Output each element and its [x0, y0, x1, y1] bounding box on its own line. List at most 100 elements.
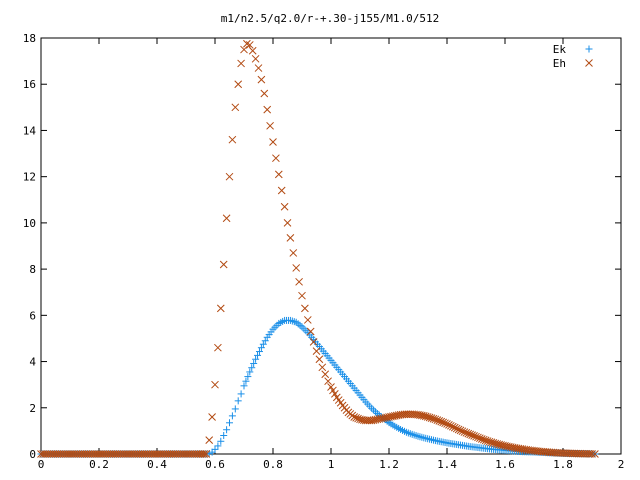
data-point-eh-d2 — [418, 411, 426, 420]
x-tick-label: 1.4 — [437, 458, 457, 471]
data-point-eh — [292, 264, 301, 272]
data-point-eh-d2 — [466, 430, 475, 439]
data-point-ek — [246, 368, 254, 376]
data-point-eh-d2 — [269, 138, 277, 146]
data-point-eh — [237, 59, 245, 68]
data-point-eh-d2 — [448, 422, 457, 431]
data-point-eh — [228, 135, 237, 144]
data-point-eh — [254, 64, 263, 72]
x-tick-label: 1 — [328, 458, 335, 471]
data-point-eh — [582, 449, 591, 458]
data-point-eh — [584, 449, 592, 458]
data-point-eh — [272, 154, 280, 163]
data-point-ek — [240, 382, 248, 390]
data-point-ek — [248, 364, 256, 372]
data-point-eh — [269, 138, 277, 146]
data-point-eh-d2 — [495, 440, 504, 449]
data-point-ek — [373, 410, 381, 418]
legend-marker-ek — [585, 45, 593, 53]
y-tick-label: 10 — [23, 217, 36, 230]
data-point-eh-d2 — [566, 449, 575, 458]
data-point-ek — [231, 405, 239, 413]
data-point-eh-d2 — [216, 304, 225, 313]
data-point-ek — [211, 445, 219, 453]
data-point-eh — [460, 428, 469, 436]
data-point-eh — [321, 370, 330, 379]
data-point-eh-d2 — [266, 121, 274, 130]
data-point-eh — [329, 386, 337, 395]
y-tick-label: 4 — [29, 356, 36, 369]
data-point-eh-d2 — [289, 249, 298, 257]
data-point-ek — [416, 433, 424, 441]
data-point-eh — [324, 377, 332, 386]
data-point-ek — [244, 373, 252, 381]
data-point-eh — [198, 450, 207, 458]
data-point-eh-d2 — [334, 396, 343, 404]
x-tick-label: 0.4 — [147, 458, 167, 471]
data-point-eh-d2 — [425, 413, 434, 422]
data-point-eh-d2 — [234, 80, 243, 89]
data-point-eh-d2 — [280, 202, 289, 211]
data-point-eh — [248, 46, 257, 55]
data-point-eh-d2 — [563, 449, 571, 458]
data-point-eh — [280, 202, 289, 211]
data-point-eh-d2 — [574, 449, 583, 458]
data-point-ek — [370, 406, 378, 414]
data-point-eh — [312, 347, 321, 356]
data-point-eh-d2 — [555, 449, 563, 457]
data-point-eh-d2 — [295, 277, 303, 286]
data-point-eh — [260, 89, 269, 98]
data-point-eh-d2 — [303, 316, 312, 324]
data-point-eh-d2 — [549, 448, 558, 457]
data-point-ek — [228, 412, 236, 420]
data-point-ek — [255, 348, 263, 356]
data-point-eh-d2 — [198, 450, 207, 458]
data-point-eh-d2 — [208, 413, 216, 421]
data-point-eh-d2 — [272, 154, 280, 163]
data-point-ek — [220, 432, 228, 440]
data-point-eh-d2 — [441, 419, 449, 428]
data-point-eh — [315, 355, 324, 364]
data-point-eh-d2 — [464, 429, 473, 438]
data-point-eh-d2 — [309, 338, 318, 346]
data-point-eh-d2 — [497, 441, 505, 449]
data-point-eh — [245, 41, 254, 49]
data-point-eh-d2 — [312, 347, 321, 356]
data-point-eh — [289, 249, 298, 257]
data-point-eh-d2 — [329, 386, 337, 395]
data-point-eh — [466, 430, 475, 439]
y-tick-label: 8 — [29, 263, 36, 276]
data-point-eh-d2 — [332, 393, 341, 402]
data-point-eh-d2 — [568, 449, 577, 458]
data-point-eh — [572, 449, 581, 458]
data-point-eh — [450, 423, 459, 432]
data-point-eh-d2 — [205, 436, 214, 444]
data-point-ek — [237, 390, 245, 398]
data-point-eh-d2 — [447, 421, 455, 430]
data-point-eh — [588, 450, 596, 458]
data-point-eh-d2 — [277, 186, 286, 195]
data-point-eh — [240, 45, 248, 54]
data-point-eh — [277, 186, 286, 195]
data-point-eh-d2 — [324, 377, 332, 386]
data-point-ek — [223, 426, 231, 434]
data-point-ek — [250, 359, 258, 367]
data-point-eh-d2 — [231, 103, 240, 112]
data-point-eh-d2 — [406, 410, 415, 419]
data-point-eh — [443, 420, 451, 428]
data-point-eh — [402, 410, 411, 419]
data-point-ek — [214, 442, 222, 450]
data-point-eh-d2 — [572, 449, 581, 458]
data-point-eh-d2 — [481, 436, 490, 445]
data-point-eh-d2 — [263, 105, 272, 114]
data-point-ek — [234, 397, 242, 405]
series-ek — [37, 316, 599, 458]
axis-ticks: 0 0.2 0.4 0.6 0.8 1 1.2 1.4 1.6 1.8 2 0 2 4 6 8 10 12 14 16… — [23, 32, 625, 471]
data-point-eh — [257, 75, 266, 84]
x-tick-label: 2 — [618, 458, 625, 471]
data-point-eh-d2 — [354, 414, 362, 423]
data-point-eh-d2 — [479, 435, 488, 444]
data-point-eh-d2 — [584, 449, 592, 458]
data-point-eh — [591, 450, 599, 458]
